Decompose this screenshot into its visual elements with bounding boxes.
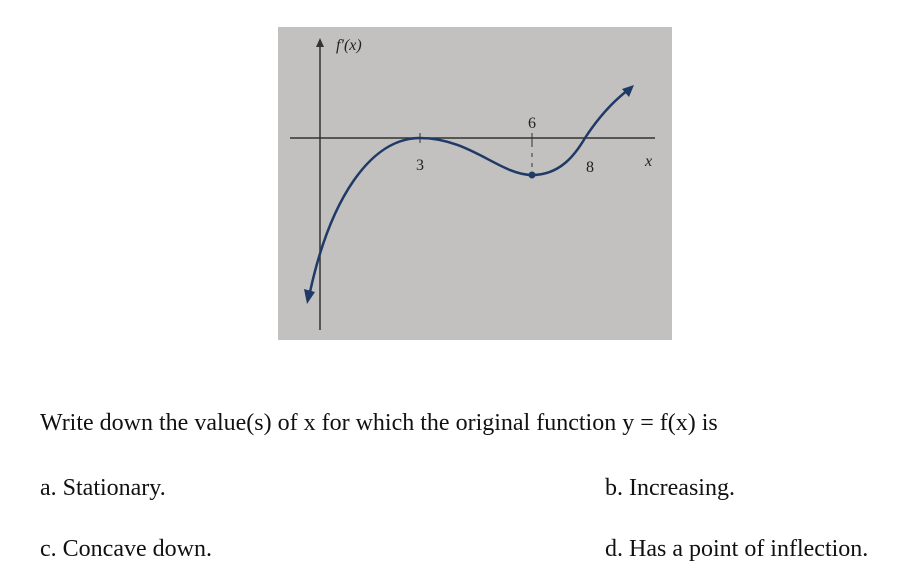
graph-photo: f′(x) 3 6 8 x	[278, 27, 672, 340]
minimum-point	[528, 171, 536, 179]
photo-background	[278, 27, 672, 340]
curve-arrow	[304, 289, 315, 304]
derivative-curve	[308, 89, 629, 293]
question-part: d. Has a point of inflection.	[605, 536, 868, 562]
y-axis-label: f′(x)	[336, 37, 362, 54]
question-text: Write down the value(s) of x for which t…	[40, 410, 718, 436]
question-part: a. Stationary.	[40, 475, 166, 501]
tick-label: 8	[586, 159, 594, 176]
y-axis-arrow	[316, 38, 324, 47]
x-axis-label: x	[644, 153, 652, 170]
question-part: b. Increasing.	[605, 475, 735, 501]
tick-label: 6	[528, 115, 536, 132]
curve-arrow	[622, 85, 634, 97]
tick-label: 3	[416, 157, 424, 174]
question-part: c. Concave down.	[40, 536, 212, 562]
